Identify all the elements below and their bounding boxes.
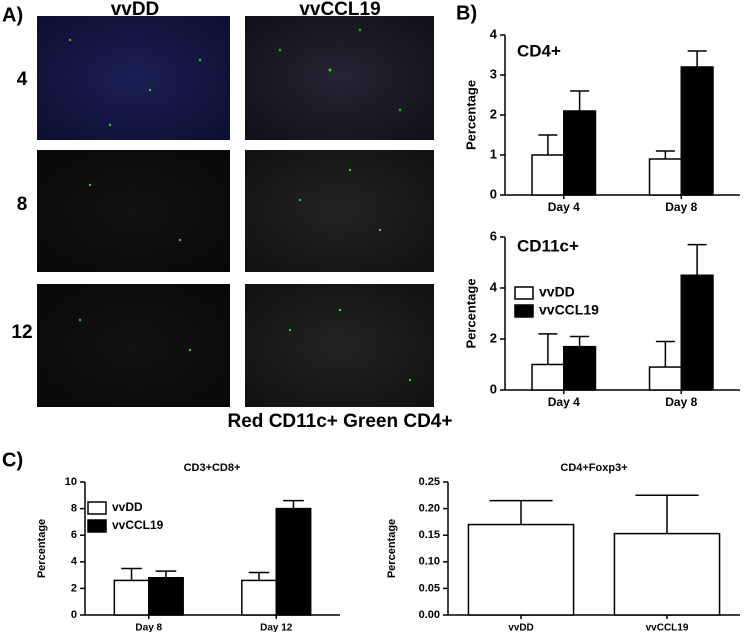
y-tick-label: 3 xyxy=(490,66,497,81)
cell-dots xyxy=(68,28,412,382)
y-tick-label: 0 xyxy=(490,186,497,201)
bar xyxy=(113,579,150,616)
panel-label: B) xyxy=(456,2,477,24)
legend-swatch xyxy=(87,519,107,533)
bar xyxy=(648,158,683,196)
y-tick-label: 0 xyxy=(490,381,497,396)
bar xyxy=(241,579,277,616)
row-label: 4 xyxy=(17,69,28,90)
y-tick-label: 0.00 xyxy=(419,609,440,621)
y-tick-label: 0.05 xyxy=(419,582,440,594)
x-tick-label: Day 8 xyxy=(665,200,697,214)
x-tick-label: Day 8 xyxy=(135,623,162,632)
y-tick-label: 4 xyxy=(490,279,498,294)
bar xyxy=(563,345,597,391)
y-tick-label: 0.15 xyxy=(419,529,440,541)
x-tick-label: Day 4 xyxy=(548,395,580,409)
x-tick-label: Day 12 xyxy=(260,623,293,632)
chart-title: CD4+Foxp3+ xyxy=(560,462,627,474)
column-label: vvDD xyxy=(111,0,160,20)
row-label: 8 xyxy=(17,194,28,215)
panel-label: A) xyxy=(2,4,23,26)
y-axis-label: Percentage xyxy=(463,278,478,348)
legend-swatch xyxy=(514,286,534,300)
bar xyxy=(531,154,565,196)
legend-swatch xyxy=(514,304,534,318)
x-tick-label: vvCCL19 xyxy=(646,623,689,632)
y-tick-label: 6 xyxy=(490,228,497,243)
y-axis-label: Percentage xyxy=(463,80,478,150)
caption: Red CD11c+ Green CD4+ xyxy=(228,411,453,432)
micrograph xyxy=(37,16,230,140)
micrograph xyxy=(245,16,434,140)
legend-swatch xyxy=(87,501,107,515)
y-tick-label: 0 xyxy=(71,609,77,621)
bar xyxy=(531,363,565,391)
y-tick-label: 0.10 xyxy=(419,556,440,568)
panel-label: C) xyxy=(2,449,23,471)
y-tick-label: 0.25 xyxy=(419,476,440,488)
y-tick-label: 4 xyxy=(71,556,78,568)
y-tick-label: 8 xyxy=(71,503,77,515)
legend-label: vvCCL19 xyxy=(112,518,164,532)
legend-label: vvDD xyxy=(539,284,575,300)
chart-title: CD4+ xyxy=(517,41,561,60)
x-tick-label: Day 8 xyxy=(665,395,697,409)
legend-label: vvDD xyxy=(112,500,143,514)
y-tick-label: 4 xyxy=(490,26,498,41)
y-tick-label: 2 xyxy=(490,330,497,345)
y-tick-label: 2 xyxy=(71,582,77,594)
bar xyxy=(648,366,683,391)
y-tick-label: 1 xyxy=(490,146,497,161)
bar xyxy=(148,577,184,616)
bar xyxy=(680,274,714,391)
y-axis-label: Percentage xyxy=(36,519,48,578)
legend-label: vvCCL19 xyxy=(539,302,599,318)
micrograph xyxy=(245,150,434,272)
y-tick-label: 10 xyxy=(65,476,77,488)
y-axis-label: Percentage xyxy=(386,519,398,578)
y-tick-label: 6 xyxy=(71,529,77,541)
x-tick-label: vvDD xyxy=(508,623,534,632)
column-label: vvCCL19 xyxy=(299,0,380,20)
row-label: 12 xyxy=(11,322,32,343)
y-tick-label: 0.20 xyxy=(419,503,440,515)
x-tick-label: Day 4 xyxy=(548,200,580,214)
chart-title: CD3+CD8+ xyxy=(184,462,241,474)
bar xyxy=(467,523,575,616)
chart-title: CD11c+ xyxy=(517,236,579,255)
bar xyxy=(275,507,312,616)
y-tick-label: 2 xyxy=(490,106,497,121)
micrograph xyxy=(245,284,434,407)
bar xyxy=(680,66,714,196)
micrograph xyxy=(37,284,230,407)
bar xyxy=(563,110,597,196)
bar xyxy=(613,532,721,616)
micrograph xyxy=(37,150,230,272)
